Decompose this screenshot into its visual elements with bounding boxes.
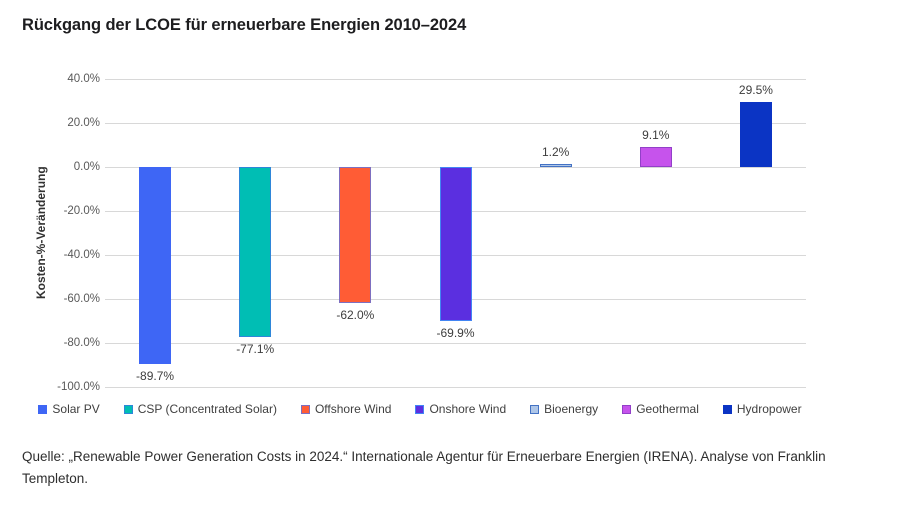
y-axis-tick-label: -40.0%	[63, 249, 100, 261]
y-axis-tick-label: -100.0%	[57, 381, 100, 393]
legend-swatch	[123, 404, 133, 414]
legend-item-csp-concentrated-solar: CSP (Concentrated Solar)	[123, 402, 277, 416]
bar-value-label: 29.5%	[738, 83, 773, 98]
gridline	[105, 79, 806, 80]
y-axis-tick-label: 0.0%	[73, 161, 100, 173]
bar-onshore-wind	[439, 167, 472, 321]
legend-item-geothermal: Geothermal	[622, 402, 699, 416]
chart-title: Rückgang der LCOE für erneuerbare Energi…	[22, 16, 467, 34]
chart-legend: Solar PV CSP (Concentrated Solar) Offshore…	[0, 402, 840, 416]
legend-label: Hydropower	[736, 402, 802, 416]
legend-label: Onshore Wind	[429, 402, 507, 416]
source-note: Quelle: „Renewable Power Generation Cost…	[22, 449, 826, 486]
bar-solar-pv	[139, 167, 172, 365]
legend-item-onshore-wind: Onshore Wind	[415, 402, 506, 416]
bar-bioenergy	[539, 164, 572, 167]
legend-item-hydropower: Hydropower	[722, 402, 802, 416]
bar-value-label: -77.1%	[236, 341, 275, 356]
y-axis-tick-label: -80.0%	[63, 337, 100, 349]
bar-hydropower	[739, 102, 772, 167]
legend-label: Offshore Wind	[314, 402, 392, 416]
y-axis-tick-label: 40.0%	[67, 73, 100, 85]
legend-swatch	[530, 404, 540, 414]
legend-swatch	[300, 404, 310, 414]
bar-geothermal	[639, 146, 672, 167]
y-axis-tick-label: 20.0%	[67, 117, 100, 129]
legend-item-solar-pv: Solar PV	[38, 402, 100, 416]
legend-item-offshore-wind: Offshore Wind	[300, 402, 392, 416]
bar-offshore-wind	[339, 167, 372, 304]
legend-swatch	[38, 404, 48, 414]
bar-value-label: -89.7%	[136, 369, 175, 384]
legend-label: CSP (Concentrated Solar)	[137, 402, 277, 416]
bar-value-label: 1.2%	[541, 145, 570, 159]
legend-label: Solar PV	[52, 402, 100, 416]
gridline	[105, 387, 806, 388]
bar-value-label: -62.0%	[336, 308, 375, 323]
y-axis-tick-label: -60.0%	[63, 293, 100, 305]
gridline	[105, 343, 806, 344]
legend-item-bioenergy: Bioenergy	[530, 402, 598, 416]
legend-swatch	[722, 404, 732, 414]
legend-label: Bioenergy	[544, 402, 599, 416]
legend-swatch	[415, 404, 425, 414]
bar-csp-concentrated-solar	[239, 167, 272, 337]
legend-label: Geothermal	[636, 402, 699, 416]
gridline	[105, 123, 806, 124]
y-axis-tick-label: -20.0%	[63, 205, 100, 217]
bar-value-label: -69.9%	[436, 325, 475, 340]
legend-swatch	[622, 404, 632, 414]
bar-value-label: 9.1%	[642, 127, 670, 142]
